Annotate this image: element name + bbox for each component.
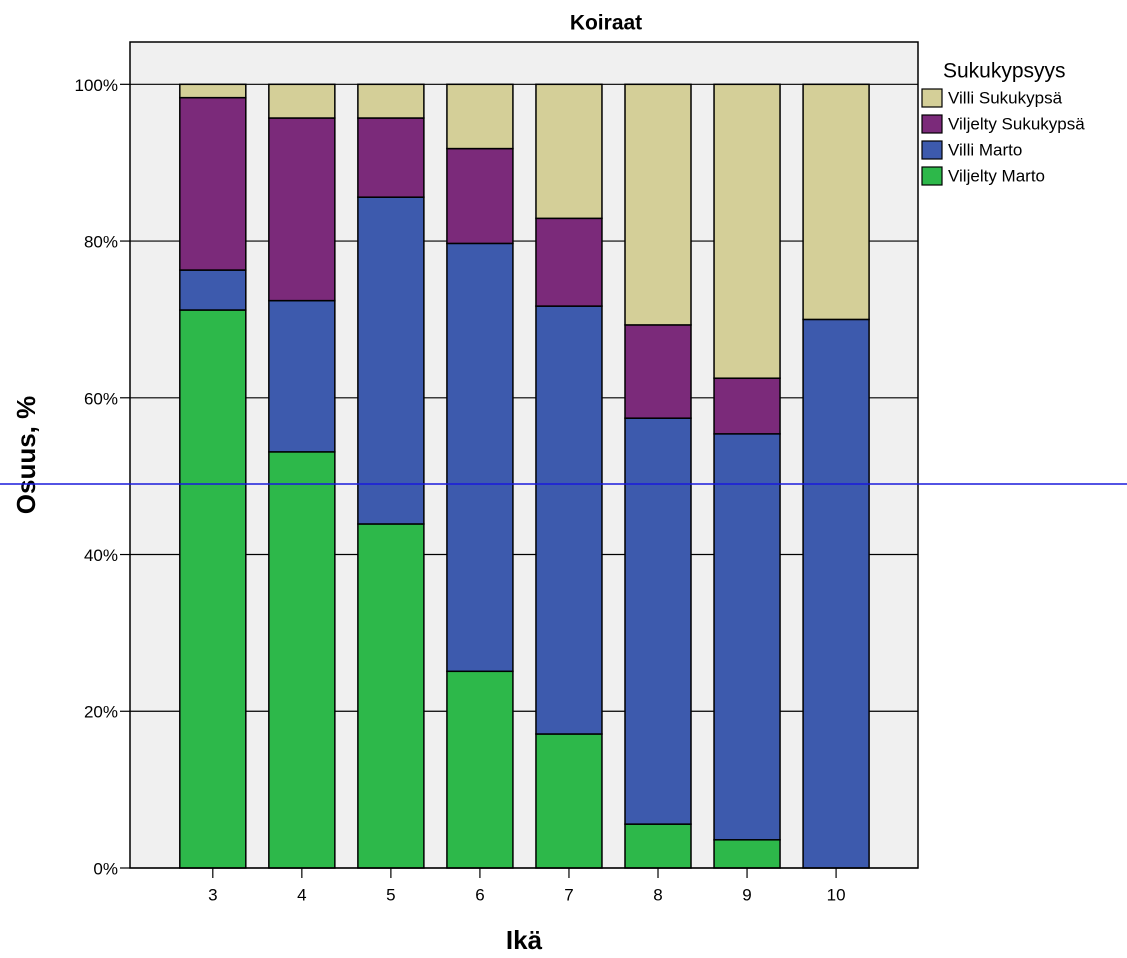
bar-segment bbox=[179, 309, 247, 869]
bar-segment bbox=[535, 733, 603, 869]
legend-swatch bbox=[921, 140, 943, 160]
bar-segment bbox=[268, 117, 336, 302]
bar-segment bbox=[624, 83, 692, 326]
bar-segment bbox=[535, 83, 603, 220]
legend-swatch bbox=[921, 114, 943, 134]
chart-title: Koiraat bbox=[570, 12, 642, 35]
x-tick-label: 6 bbox=[475, 885, 484, 904]
x-axis-title: Ikä bbox=[506, 925, 543, 955]
bar-segment bbox=[802, 83, 870, 321]
legend-swatch bbox=[921, 88, 943, 108]
bar-segment bbox=[713, 83, 781, 379]
bar-segment bbox=[268, 83, 336, 119]
bar-segment bbox=[268, 299, 336, 453]
legend-label: Villi Sukukypsä bbox=[948, 88, 1063, 107]
legend-label: Villi Marto bbox=[948, 140, 1022, 159]
bar-segment bbox=[179, 96, 247, 271]
x-tick-label: 8 bbox=[653, 885, 662, 904]
x-tick-label: 10 bbox=[827, 885, 846, 904]
y-tick-label: 100% bbox=[75, 76, 118, 95]
y-tick-label: 60% bbox=[84, 389, 118, 408]
bar-segment bbox=[357, 196, 425, 525]
y-tick-label: 80% bbox=[84, 233, 118, 252]
bar-segment bbox=[446, 670, 514, 869]
bar-segment bbox=[357, 117, 425, 198]
bar-segment bbox=[535, 217, 603, 307]
legend-title: Sukukypsyys bbox=[943, 60, 1066, 83]
plot-background bbox=[130, 42, 918, 868]
legend-swatch bbox=[921, 166, 943, 186]
bar-segment bbox=[179, 269, 247, 311]
legend-label: Viljelty Marto bbox=[948, 166, 1045, 185]
bar-segment bbox=[802, 318, 870, 869]
y-tick-label: 20% bbox=[84, 703, 118, 722]
plot-frame bbox=[129, 41, 919, 869]
bar-segment bbox=[446, 83, 514, 150]
bar-segment bbox=[446, 242, 514, 673]
x-tick-label: 3 bbox=[208, 885, 217, 904]
bar-segment bbox=[713, 433, 781, 841]
x-tick-label: 7 bbox=[564, 885, 573, 904]
bar-segment bbox=[446, 147, 514, 245]
bar-segment bbox=[179, 83, 247, 99]
x-tick-label: 4 bbox=[297, 885, 306, 904]
bar-segment bbox=[357, 83, 425, 119]
bar-segment bbox=[624, 324, 692, 419]
y-tick-label: 40% bbox=[84, 546, 118, 565]
plot-layer bbox=[130, 83, 918, 869]
bar-segment bbox=[624, 823, 692, 869]
y-axis-title: Osuus, % bbox=[11, 396, 41, 514]
bar-segment bbox=[268, 451, 336, 869]
bar-segment bbox=[713, 839, 781, 869]
y-tick-label: 0% bbox=[93, 859, 118, 878]
bar-segment bbox=[357, 523, 425, 869]
bar-segment bbox=[535, 305, 603, 735]
legend-label: Viljelty Sukukypsä bbox=[948, 114, 1085, 133]
bar-segment bbox=[624, 417, 692, 825]
x-tick-label: 9 bbox=[742, 885, 751, 904]
bar-segment bbox=[713, 377, 781, 435]
x-tick-label: 5 bbox=[386, 885, 395, 904]
